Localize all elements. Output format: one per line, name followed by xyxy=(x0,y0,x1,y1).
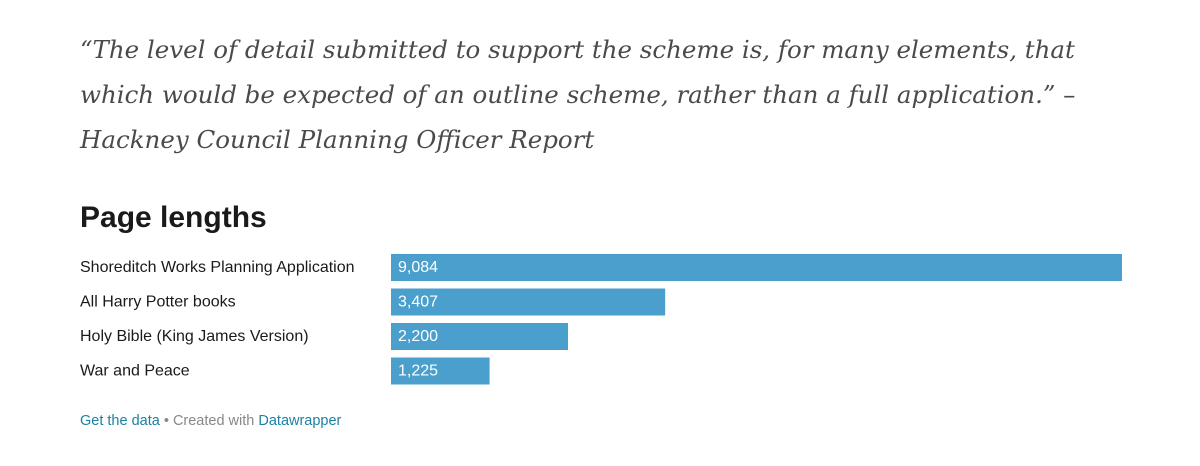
bar xyxy=(391,254,1122,281)
bar-chart: Shoreditch Works Planning Application 9,0… xyxy=(80,254,1122,385)
bar xyxy=(391,357,490,385)
bar-value-label: 9,084 xyxy=(398,259,438,276)
bar xyxy=(391,288,666,316)
chart-title: Page lengths xyxy=(80,201,267,234)
pull-quote: “The level of detail submitted to suppor… xyxy=(80,35,1076,154)
bar xyxy=(391,323,569,350)
category-label: All Harry Potter books xyxy=(80,294,236,311)
bar-value-label: 3,407 xyxy=(398,294,438,311)
category-label: Shoreditch Works Planning Application xyxy=(80,259,355,276)
bar-value-label: 1,225 xyxy=(398,363,438,380)
datawrapper-link[interactable]: Datawrapper xyxy=(258,413,342,429)
category-label: War and Peace xyxy=(80,363,190,380)
bar-value-label: 2,200 xyxy=(398,328,438,345)
category-label: Holy Bible (King James Version) xyxy=(80,328,309,345)
footer-separator-text: • Created with xyxy=(159,413,259,429)
chart-footer: Get the data • Created with Datawrapper xyxy=(80,413,341,429)
get-the-data-link[interactable]: Get the data xyxy=(80,413,160,429)
